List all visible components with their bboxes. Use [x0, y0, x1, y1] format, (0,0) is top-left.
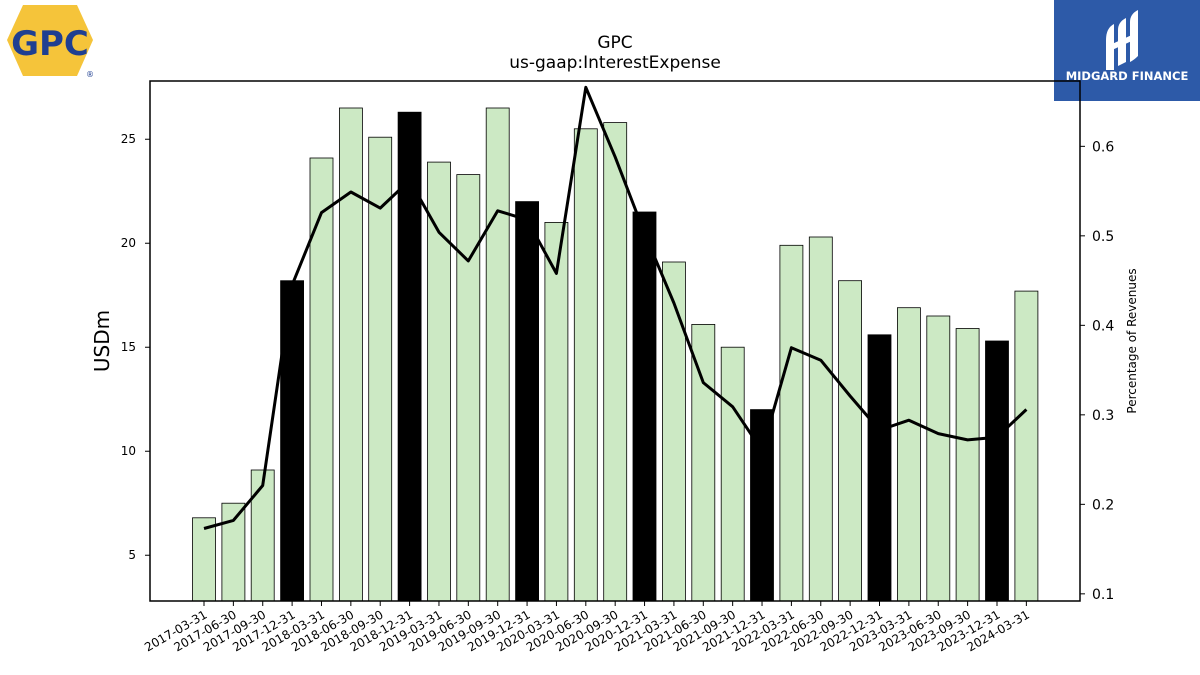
bar-2018-06-30 [338, 107, 363, 602]
y-tick-label-right-0.5: 0.5 [1092, 229, 1114, 245]
bar-2022-12-31 [867, 334, 892, 602]
midgard-logo-background [1054, 0, 1200, 101]
midgard-logo-mark [1106, 10, 1138, 70]
gpc-logo: GPC ® [7, 5, 94, 79]
y-tick-label-left-20: 20 [121, 236, 136, 250]
bar-2022-06-30 [808, 236, 833, 602]
bar-2020-03-31 [544, 221, 569, 602]
bar-2017-09-30 [250, 469, 275, 602]
bar-2019-03-31 [427, 161, 451, 602]
bar-2021-06-30 [691, 323, 716, 602]
bar-2017-03-31 [192, 517, 216, 602]
bar-2019-12-31 [515, 201, 539, 602]
gpc-logo-text: GPC [11, 24, 89, 64]
x-axis: 2017-03-312017-06-302017-09-302017-12-31… [142, 601, 1032, 654]
bar-2020-09-30 [603, 122, 628, 602]
y-tick-label-right-0.4: 0.4 [1092, 318, 1114, 334]
y-tick-label-right-0.1: 0.1 [1092, 587, 1114, 603]
y-tick-label-right-0.6: 0.6 [1092, 139, 1114, 155]
bar-2018-12-31 [397, 111, 422, 602]
midgard-logo-text: MIDGARD FINANCE [1066, 69, 1189, 83]
bar-2024-03-31 [1014, 290, 1039, 602]
y-tick-label-right-0.3: 0.3 [1092, 408, 1114, 424]
y-tick-label-left-25: 25 [121, 132, 136, 146]
y-axis-label-left: USDm [90, 310, 114, 372]
bar-2023-06-30 [926, 315, 951, 602]
bar-2021-03-31 [662, 261, 686, 602]
gpc-logo-registered-mark: ® [86, 70, 94, 79]
bar-2023-03-31 [897, 307, 921, 602]
right-y-axis: 0.1 0.2 0.3 0.4 0.5 0.6 [1080, 139, 1114, 603]
gpc-logo-badge [7, 5, 93, 76]
line-group [203, 85, 1028, 530]
bar-2020-12-31 [632, 211, 657, 602]
bar-2018-03-31 [309, 157, 334, 602]
midgard-finance-logo: MIDGARD FINANCE [1054, 0, 1200, 101]
bar-2019-06-30 [456, 174, 481, 602]
percentage-line [203, 85, 1028, 530]
bar-2022-03-31 [779, 244, 804, 602]
bar-2022-09-30 [838, 280, 862, 602]
bar-2021-09-30 [720, 346, 745, 602]
bars-group [192, 107, 1039, 602]
left-y-axis: 5 10 15 20 25 [121, 132, 150, 562]
bar-2023-12-31 [985, 340, 1009, 602]
bar-2019-09-30 [485, 107, 510, 602]
y-tick-label-left-15: 15 [121, 340, 136, 354]
chart-title: GPC [597, 33, 632, 53]
y-tick-label-left-5: 5 [128, 548, 136, 562]
y-tick-label-left-10: 10 [121, 444, 136, 458]
y-tick-label-right-0.2: 0.2 [1092, 497, 1114, 513]
bar-2023-09-30 [955, 328, 980, 602]
chart-subtitle: us-gaap:InterestExpense [509, 53, 721, 73]
bar-2020-06-30 [573, 128, 598, 602]
bar-2017-12-31 [280, 280, 305, 602]
bar-2017-06-30 [221, 502, 246, 602]
y-axis-label-right: Percentage of Revenues [1125, 268, 1139, 413]
